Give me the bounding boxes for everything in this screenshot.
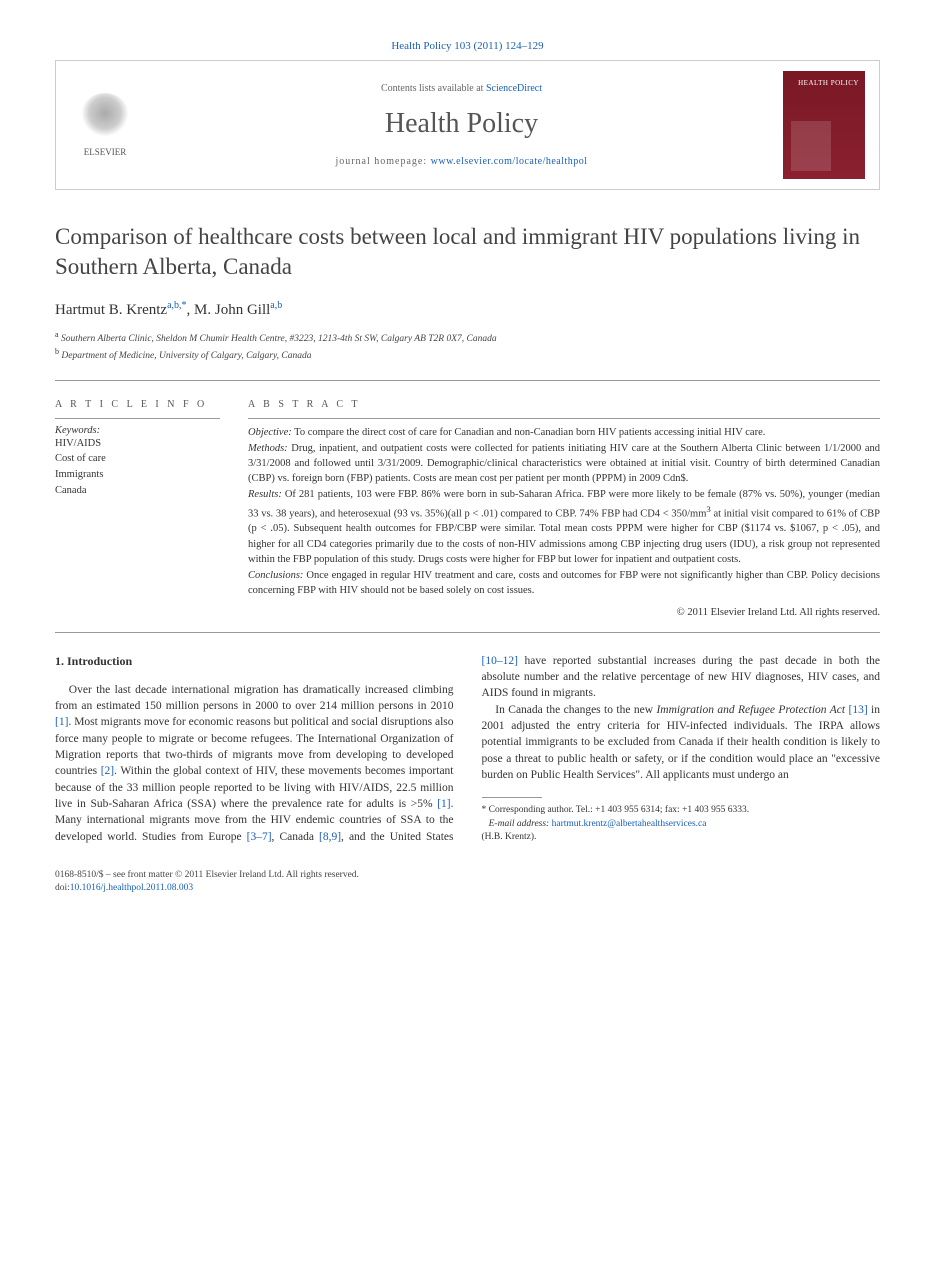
contents-prefix: Contents lists available at	[381, 83, 486, 94]
cover-image-placeholder	[791, 121, 831, 171]
journal-cover-thumbnail: HEALTH POLICY	[783, 71, 865, 179]
citation-link[interactable]: [3–7]	[247, 831, 272, 843]
keywords-label: Keywords:	[55, 425, 220, 436]
author-2-name: M. John Gill	[194, 302, 270, 318]
corresponding-email-link[interactable]: hartmut.krentz@albertahealthservices.ca	[552, 819, 707, 829]
objective-label: Objective:	[248, 427, 292, 438]
affiliations: a Southern Alberta Clinic, Sheldon M Chu…	[55, 329, 880, 364]
article-title: Comparison of healthcare costs between l…	[55, 222, 880, 282]
author-2-affil-markers: a,b	[270, 300, 282, 311]
author-1-name: Hartmut B. Krentz	[55, 302, 167, 318]
corresponding-author-footnote: * Corresponding author. Tel.: +1 403 955…	[482, 804, 881, 844]
keyword: Immigrants	[55, 467, 220, 483]
authors: Hartmut B. Krentza,b,*, M. John Gilla,b	[55, 300, 880, 319]
doi-label: doi:	[55, 883, 70, 893]
keyword: Cost of care	[55, 451, 220, 467]
results-label: Results:	[248, 489, 282, 500]
citation-link[interactable]: [1]	[55, 716, 68, 728]
header-center: Contents lists available at ScienceDirec…	[140, 83, 783, 167]
header-citation: Health Policy 103 (2011) 124–129	[55, 40, 880, 52]
contents-line: Contents lists available at ScienceDirec…	[140, 83, 783, 94]
section-heading: 1. Introduction	[55, 653, 454, 670]
divider	[55, 380, 880, 381]
article-info-column: A R T I C L E I N F O Keywords: HIV/AIDS…	[55, 389, 220, 620]
objective-text: To compare the direct cost of care for C…	[294, 427, 765, 438]
email-who: (H.B. Krentz).	[482, 832, 537, 842]
abstract-column: A B S T R A C T Objective: To compare th…	[248, 389, 880, 620]
conclusions-text: Once engaged in regular HIV treatment an…	[248, 570, 880, 596]
keyword: Canada	[55, 483, 220, 499]
methods-text: Drug, inpatient, and outpatient costs we…	[248, 443, 880, 484]
corr-label: * Corresponding author. Tel.: +1 403 955…	[482, 805, 750, 815]
page-footer: 0168-8510/$ – see front matter © 2011 El…	[55, 869, 880, 896]
elsevier-tree-icon	[80, 93, 130, 143]
abstract-body: Objective: To compare the direct cost of…	[248, 425, 880, 620]
citation-link[interactable]: [13]	[848, 704, 867, 716]
body-text: 1. Introduction Over the last decade int…	[55, 653, 880, 845]
footnote-separator	[482, 797, 542, 798]
homepage-line: journal homepage: www.elsevier.com/locat…	[140, 156, 783, 167]
cover-title: HEALTH POLICY	[798, 79, 859, 87]
citation-link[interactable]: [10–12]	[482, 655, 518, 667]
abstract-label: A B S T R A C T	[248, 399, 880, 410]
homepage-link[interactable]: www.elsevier.com/locate/healthpol	[431, 156, 588, 167]
publisher-logo: ELSEVIER	[70, 93, 140, 157]
body-divider	[55, 632, 880, 633]
affiliation-a: Southern Alberta Clinic, Sheldon M Chumi…	[61, 334, 497, 344]
citation-link[interactable]: [2]	[101, 765, 114, 777]
conclusions-label: Conclusions:	[248, 570, 303, 581]
keyword: HIV/AIDS	[55, 436, 220, 452]
publisher-name: ELSEVIER	[70, 147, 140, 157]
methods-label: Methods:	[248, 443, 288, 454]
copyright-line: © 2011 Elsevier Ireland Ltd. All rights …	[248, 605, 880, 620]
email-label: E-mail address:	[489, 819, 550, 829]
info-abstract-row: A R T I C L E I N F O Keywords: HIV/AIDS…	[55, 389, 880, 620]
citation-link[interactable]: [1]	[437, 798, 450, 810]
sciencedirect-link[interactable]: ScienceDirect	[486, 83, 542, 94]
journal-name: Health Policy	[140, 108, 783, 140]
author-1-affil-markers: a,b,*	[167, 300, 186, 311]
abstract-divider	[248, 418, 880, 419]
keywords-list: HIV/AIDS Cost of care Immigrants Canada	[55, 436, 220, 499]
footer-copyright: 0168-8510/$ – see front matter © 2011 El…	[55, 869, 880, 882]
page: Health Policy 103 (2011) 124–129 ELSEVIE…	[0, 0, 935, 936]
info-divider	[55, 418, 220, 419]
act-name: Immigration and Refugee Protection Act	[656, 704, 848, 716]
footnote-block: * Corresponding author. Tel.: +1 403 955…	[482, 797, 881, 844]
journal-header-box: ELSEVIER Contents lists available at Sci…	[55, 60, 880, 190]
affiliation-b: Department of Medicine, University of Ca…	[61, 351, 311, 361]
article-info-label: A R T I C L E I N F O	[55, 399, 220, 410]
doi-link[interactable]: 10.1016/j.healthpol.2011.08.003	[70, 883, 193, 893]
paragraph-2: In Canada the changes to the new Immigra…	[482, 702, 881, 784]
citation-link[interactable]: [8,9]	[319, 831, 341, 843]
homepage-prefix: journal homepage:	[335, 156, 430, 167]
